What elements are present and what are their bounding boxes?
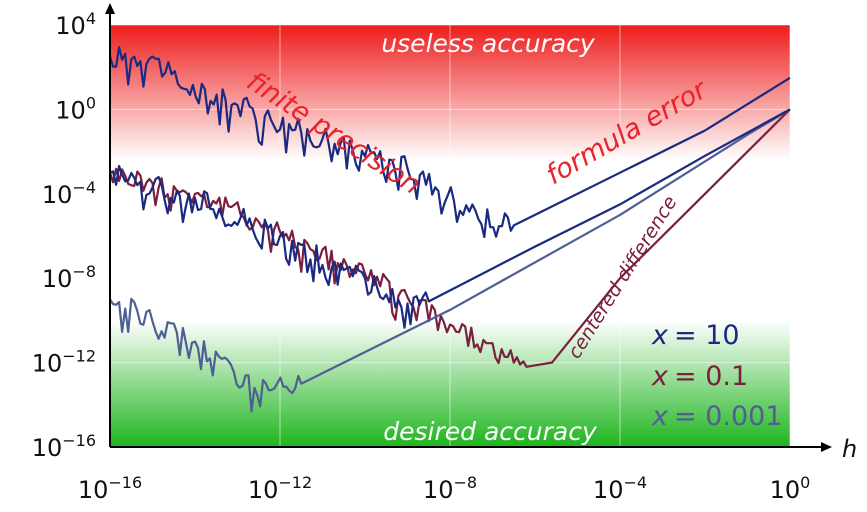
desired-accuracy-label: desired accuracy (383, 417, 598, 446)
x-axis-label: h (842, 435, 857, 463)
legend-x0001-value: = 0.001 (674, 401, 783, 432)
y-axis-arrow (105, 3, 115, 14)
legend-x01-var: x (651, 361, 669, 392)
y-tick-label: 10−8 (42, 262, 96, 293)
legend-x10-var: x (651, 320, 669, 351)
useless-accuracy-label: useless accuracy (381, 29, 596, 58)
series-layer (108, 46, 791, 413)
y-tick-label: 100 (55, 93, 96, 124)
legend-x10-value: = 10 (674, 320, 740, 351)
y-tick-label: 10−16 (32, 431, 96, 462)
x-tick-label: 100 (770, 473, 811, 504)
legend-item-x01: x = 0.1 (651, 361, 748, 392)
y-tick-label: 10−4 (42, 178, 96, 209)
series-line-1 (108, 108, 791, 368)
y-tick-label: 104 (55, 9, 96, 40)
ticks: 10−16 10−12 10−8 10−4 100 104 100 10−4 10−8 10−12… (32, 9, 811, 504)
series-line-0 (108, 46, 791, 239)
y-tick-label: 10−12 (32, 347, 96, 378)
x-axis-arrow (821, 442, 832, 452)
x-tick-label: 10−12 (248, 473, 312, 504)
x-tick-label: 10−8 (423, 473, 477, 504)
legend-x0001-var: x (651, 401, 669, 432)
x-tick-label: 10−4 (593, 473, 647, 504)
legend-item-x10: x = 10 (651, 320, 740, 351)
legend-x01-value: = 0.1 (674, 361, 748, 392)
legend-item-x0001: x = 0.001 (651, 401, 783, 432)
series-line-3 (109, 108, 791, 329)
series-line-2 (109, 108, 791, 413)
legend: x = 10 x = 0.1 x = 0.001 (651, 320, 783, 432)
x-tick-label: 10−16 (78, 473, 142, 504)
